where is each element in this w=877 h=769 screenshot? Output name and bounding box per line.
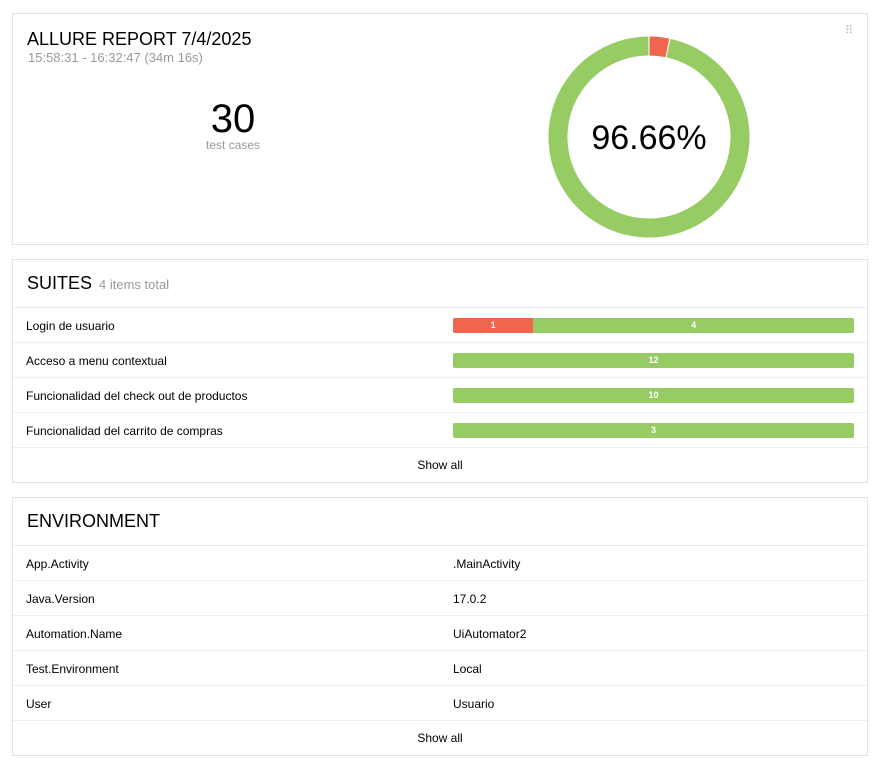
environment-key: User: [26, 697, 52, 711]
testcases-count: 30: [210, 97, 256, 141]
environment-row: App.Activity .MainActivity: [13, 546, 867, 581]
suite-status-bar[interactable]: 10: [453, 388, 854, 403]
environment-row: Automation.Name UiAutomator2: [13, 616, 867, 651]
environment-header: ENVIRONMENT: [13, 498, 867, 546]
donut-failed-arc[interactable]: [649, 36, 670, 58]
suite-status-bar[interactable]: 3: [453, 423, 854, 438]
suites-title: SUITES: [27, 273, 93, 293]
environment-key: App.Activity: [26, 557, 89, 571]
suite-passed-segment[interactable]: 3: [453, 423, 854, 438]
success-rate-value: 96.66%: [591, 119, 706, 157]
summary-widget: ALLURE REPORT 7/4/2025 15:58:31 - 16:32:…: [12, 13, 868, 245]
suite-passed-segment[interactable]: 10: [453, 388, 854, 403]
report-time-range: 15:58:31 - 16:32:47 (34m 16s): [28, 50, 203, 65]
environment-value: Local: [453, 662, 482, 676]
environment-key: Java.Version: [26, 592, 95, 606]
donut-passed-arc[interactable]: [548, 36, 750, 238]
suite-name: Acceso a menu contextual: [26, 354, 167, 368]
suite-row[interactable]: Acceso a menu contextual 12: [13, 343, 867, 378]
suite-passed-segment[interactable]: 4: [533, 318, 854, 333]
suites-count: 4 items total: [99, 277, 170, 292]
suite-row[interactable]: Funcionalidad del carrito de compras 3: [13, 413, 867, 448]
environment-value: Usuario: [453, 697, 495, 711]
environment-key: Test.Environment: [26, 662, 119, 676]
environment-title: ENVIRONMENT: [27, 511, 161, 531]
donut-arcs: [548, 36, 750, 238]
environment-row: User Usuario: [13, 686, 867, 721]
suite-passed-segment[interactable]: 12: [453, 353, 854, 368]
suite-name: Login de usuario: [26, 319, 115, 333]
suite-status-bar[interactable]: 12: [453, 353, 854, 368]
suite-name: Funcionalidad del carrito de compras: [26, 424, 223, 438]
environment-row: Java.Version 17.0.2: [13, 581, 867, 616]
success-rate-donut[interactable]: 96.66%: [547, 35, 751, 239]
testcases-summary: 30 test cases: [183, 97, 283, 152]
drag-handle-icon[interactable]: ⠿: [845, 25, 855, 37]
suites-header: SUITES 4 items total: [13, 260, 867, 308]
environment-value: UiAutomator2: [453, 627, 527, 641]
suite-list: Login de usuario 1 4 Acceso a menu context…: [13, 308, 867, 448]
suite-row[interactable]: Funcionalidad del check out de productos…: [13, 378, 867, 413]
environment-list: App.Activity .MainActivity Java.Version 1…: [13, 546, 867, 721]
report-title: ALLURE REPORT 7/4/2025: [27, 29, 252, 49]
environment-widget: ENVIRONMENT App.Activity .MainActivity Ja…: [12, 497, 868, 756]
environment-value: 17.0.2: [453, 592, 487, 606]
environment-show-all-link[interactable]: Show all: [417, 731, 463, 745]
testcases-label: test cases: [205, 138, 261, 152]
suite-failed-segment[interactable]: 1: [453, 318, 534, 333]
suites-show-all-link[interactable]: Show all: [417, 458, 463, 472]
environment-value: .MainActivity: [453, 557, 521, 571]
environment-key: Automation.Name: [26, 627, 123, 641]
suite-name: Funcionalidad del check out de productos: [26, 389, 248, 403]
environment-row: Test.Environment Local: [13, 651, 867, 686]
